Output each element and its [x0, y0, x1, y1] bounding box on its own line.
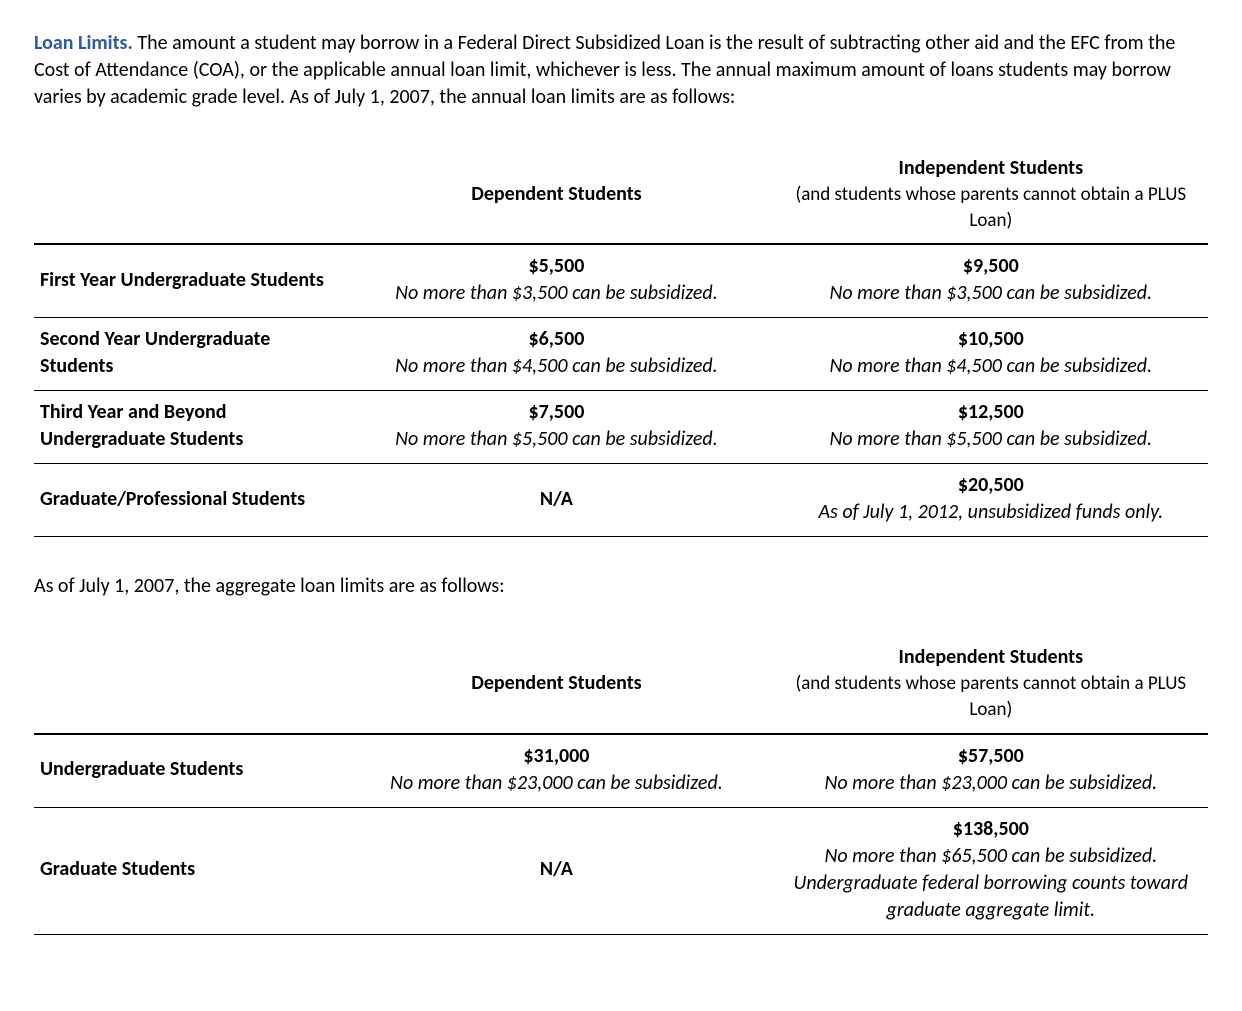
note: No more than $5,500 can be subsidized.: [780, 426, 1202, 453]
section-heading: Loan Limits.: [34, 31, 133, 55]
row-label: Third Year and Beyond Undergraduate Stud…: [34, 391, 339, 464]
header-title: Dependent Students: [471, 671, 641, 695]
amount: $10,500: [958, 327, 1024, 351]
aggregate-loan-limits-table: Dependent Students Independent Students …: [34, 636, 1208, 934]
note: As of July 1, 2012, unsubsidized funds o…: [780, 499, 1202, 526]
table-header-independent: Independent Students (and students whose…: [774, 147, 1208, 244]
table-header-blank: [34, 147, 339, 244]
annual-loan-limits-table: Dependent Students Independent Students …: [34, 147, 1208, 537]
cell-dependent: N/A: [339, 464, 773, 537]
intro-body: The amount a student may borrow in a Fed…: [34, 31, 1175, 109]
aggregate-intro-paragraph: As of July 1, 2007, the aggregate loan l…: [34, 573, 1208, 600]
cell-independent: $20,500 As of July 1, 2012, unsubsidized…: [774, 464, 1208, 537]
cell-dependent: $6,500 No more than $4,500 can be subsid…: [339, 318, 773, 391]
header-sub: (and students whose parents cannot obtai…: [780, 182, 1202, 233]
intro-paragraph: Loan Limits. The amount a student may bo…: [34, 30, 1208, 111]
cell-independent: $138,500 No more than $65,500 can be sub…: [774, 807, 1208, 934]
table-row: Graduate Students N/A $138,500 No more t…: [34, 807, 1208, 934]
note: No more than $23,000 can be subsidized.: [345, 770, 767, 797]
amount: $138,500: [953, 817, 1029, 841]
table-row: Graduate/Professional Students N/A $20,5…: [34, 464, 1208, 537]
row-label: Undergraduate Students: [34, 734, 339, 808]
note: No more than $3,500 can be subsidized.: [345, 280, 767, 307]
header-title: Independent Students: [899, 645, 1084, 669]
cell-dependent: $31,000 No more than $23,000 can be subs…: [339, 734, 773, 808]
amount: $9,500: [963, 254, 1019, 278]
amount: $12,500: [958, 400, 1024, 424]
row-label: Second Year Undergraduate Students: [34, 318, 339, 391]
header-title: Independent Students: [899, 156, 1084, 180]
cell-dependent: $5,500 No more than $3,500 can be subsid…: [339, 244, 773, 318]
row-label: Graduate/Professional Students: [34, 464, 339, 537]
amount: $57,500: [958, 744, 1024, 768]
note: No more than $4,500 can be subsidized.: [780, 353, 1202, 380]
cell-independent: $9,500 No more than $3,500 can be subsid…: [774, 244, 1208, 318]
amount: $7,500: [529, 400, 585, 424]
row-label: Graduate Students: [34, 807, 339, 934]
amount: $5,500: [529, 254, 585, 278]
cell-dependent: $7,500 No more than $5,500 can be subsid…: [339, 391, 773, 464]
table-header-row: Dependent Students Independent Students …: [34, 147, 1208, 244]
document-page: Loan Limits. The amount a student may bo…: [0, 0, 1242, 1011]
amount: $6,500: [529, 327, 585, 351]
amount: N/A: [540, 487, 573, 511]
table-row: Undergraduate Students $31,000 No more t…: [34, 734, 1208, 808]
header-title: Dependent Students: [471, 182, 641, 206]
row-label: First Year Undergraduate Students: [34, 244, 339, 318]
table-row: Second Year Undergraduate Students $6,50…: [34, 318, 1208, 391]
cell-dependent: N/A: [339, 807, 773, 934]
amount: N/A: [540, 857, 573, 881]
note: No more than $65,500 can be subsidized. …: [780, 843, 1202, 924]
table-row: Third Year and Beyond Undergraduate Stud…: [34, 391, 1208, 464]
amount: $20,500: [958, 473, 1024, 497]
note: No more than $3,500 can be subsidized.: [780, 280, 1202, 307]
table-header-blank: [34, 636, 339, 733]
header-sub: (and students whose parents cannot obtai…: [780, 671, 1202, 722]
cell-independent: $10,500 No more than $4,500 can be subsi…: [774, 318, 1208, 391]
table-row: First Year Undergraduate Students $5,500…: [34, 244, 1208, 318]
cell-independent: $57,500 No more than $23,000 can be subs…: [774, 734, 1208, 808]
note: No more than $4,500 can be subsidized.: [345, 353, 767, 380]
note: No more than $5,500 can be subsidized.: [345, 426, 767, 453]
table-header-dependent: Dependent Students: [339, 636, 773, 733]
amount: $31,000: [523, 744, 589, 768]
table-header-dependent: Dependent Students: [339, 147, 773, 244]
table-header-row: Dependent Students Independent Students …: [34, 636, 1208, 733]
table-header-independent: Independent Students (and students whose…: [774, 636, 1208, 733]
cell-independent: $12,500 No more than $5,500 can be subsi…: [774, 391, 1208, 464]
note: No more than $23,000 can be subsidized.: [780, 770, 1202, 797]
